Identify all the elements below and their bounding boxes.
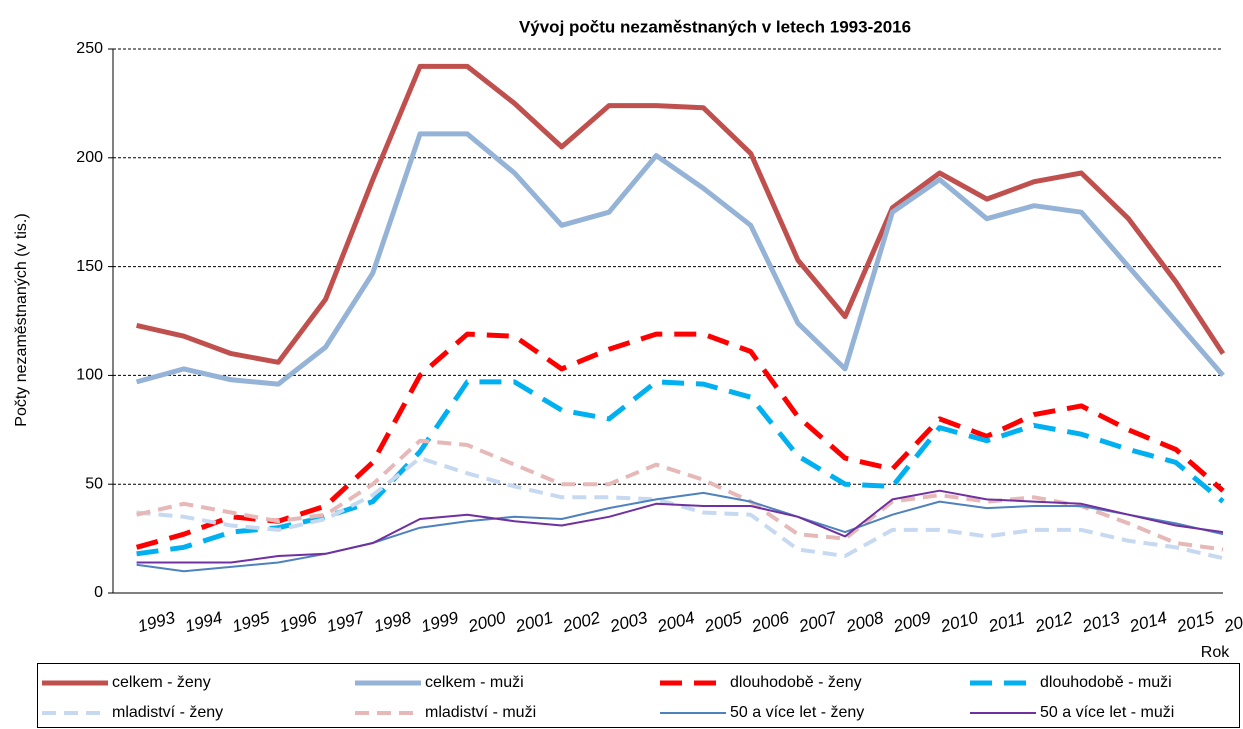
- y-tick-label: 150: [76, 258, 103, 275]
- series-line: [136, 379, 1225, 557]
- x-tick-label: 2011: [985, 608, 1026, 636]
- x-tick-label: 2008: [843, 608, 886, 637]
- y-tick-label: 0: [94, 584, 103, 601]
- x-tick-label: 2012: [1032, 608, 1075, 637]
- x-tick-label: 2003: [607, 608, 650, 637]
- legend-label: 50 a více let - muži: [1040, 704, 1174, 721]
- series-line: [136, 63, 1226, 365]
- x-tick-label: 2006: [749, 608, 792, 637]
- x-tick-label: 2009: [890, 608, 933, 637]
- x-tick-label: 1995: [230, 608, 272, 636]
- x-tick-label: 1997: [325, 608, 367, 636]
- x-tick-label: 2004: [654, 608, 696, 636]
- legend-label: mladiství - muži: [425, 704, 536, 721]
- legend-box: [37, 663, 1240, 728]
- series-line: [136, 489, 1224, 564]
- x-tick-label: 1993: [136, 608, 178, 636]
- legend-label: celkem - ženy: [112, 674, 211, 691]
- x-tick-label: 1999: [419, 608, 461, 636]
- legend-label: celkem - muži: [425, 674, 524, 691]
- legend-label: 50 a více let - ženy: [730, 704, 864, 721]
- series-line: [135, 331, 1225, 550]
- x-axis-label: Rok: [1201, 644, 1230, 661]
- x-tick-label: 2005: [701, 608, 744, 637]
- series-line: [136, 438, 1224, 552]
- y-axis-label: Počty nezaměstnaných (v tis.): [13, 213, 30, 426]
- legend-label: dlouhodobě - muži: [1040, 674, 1172, 691]
- y-tick-label: 200: [76, 149, 103, 166]
- series-line: [136, 456, 1224, 561]
- x-tick-label: 2001: [513, 608, 555, 636]
- legend-label: dlouhodobě - ženy: [730, 674, 862, 691]
- series-line: [136, 491, 1224, 573]
- x-tick-label: 2010: [938, 608, 981, 637]
- x-tick-label: 1994: [183, 608, 224, 636]
- x-tick-label: 2002: [560, 608, 603, 637]
- x-tick-label: 2013: [1079, 608, 1122, 637]
- legend-label: mladiství - ženy: [112, 704, 223, 721]
- y-tick-label: 50: [85, 475, 103, 492]
- x-tick-label: 2014: [1127, 608, 1169, 636]
- chart-title: Vývoj počtu nezaměstnaných v letech 1993…: [519, 17, 911, 36]
- x-tick-label: 2015: [1174, 608, 1217, 637]
- series-line: [135, 131, 1225, 387]
- y-tick-label: 250: [76, 40, 103, 57]
- y-tick-label: 100: [76, 367, 103, 384]
- x-tick-label: 2016: [1221, 608, 1243, 637]
- x-tick-label: 2000: [465, 608, 508, 637]
- x-tick-label: 1998: [372, 608, 414, 636]
- x-tick-label: 2007: [796, 608, 839, 637]
- x-tick-label: 1996: [277, 608, 319, 636]
